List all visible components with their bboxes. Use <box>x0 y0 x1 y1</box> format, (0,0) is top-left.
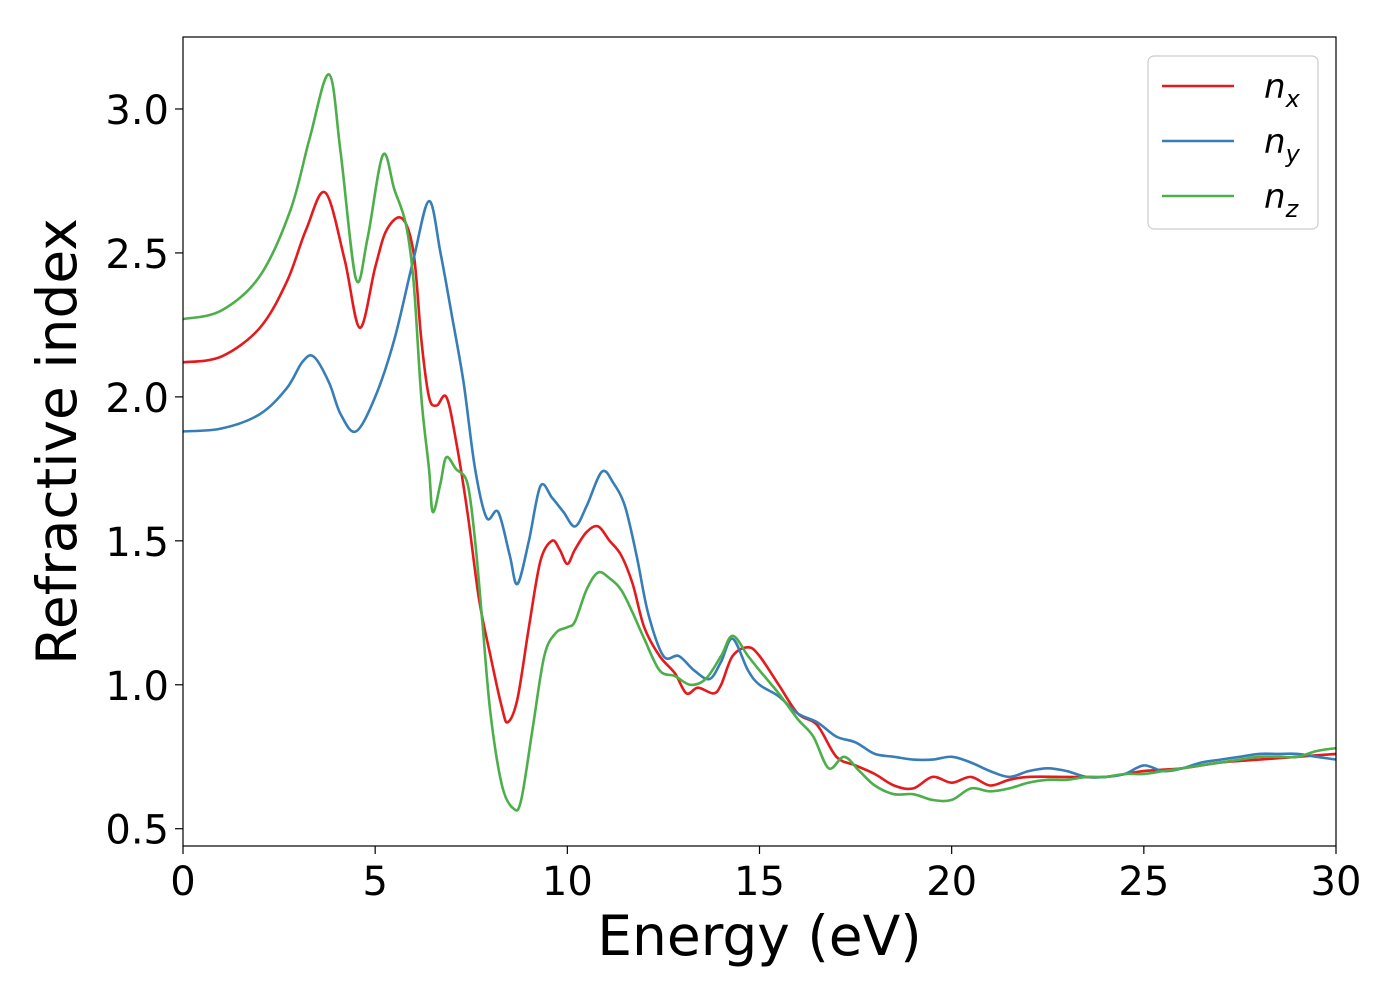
y-tick-label: 0.5 <box>105 808 169 854</box>
legend-label-n-y: ny <box>1264 122 1301 168</box>
y-tick-label: 1.5 <box>105 520 169 566</box>
legend-box <box>1147 55 1319 230</box>
x-tick-label: 30 <box>1311 859 1362 905</box>
x-tick-label: 5 <box>362 859 387 905</box>
legend-label-base: n <box>1264 67 1286 107</box>
y-axis-label: Refractive index <box>25 218 89 665</box>
x-tick-label: 25 <box>1118 859 1169 905</box>
y-tick-label: 1.0 <box>105 664 169 710</box>
series-layer <box>183 73 1336 812</box>
y-tick-label: 2.5 <box>105 232 169 278</box>
x-axis-label: Energy (eV) <box>597 904 921 968</box>
legend-label-base: n <box>1264 122 1286 162</box>
legend-label-subscript: x <box>1285 85 1301 113</box>
series-line-n-x <box>183 190 1336 791</box>
legend-label-subscript: z <box>1285 195 1300 223</box>
y-tick-label: 2.0 <box>105 376 169 422</box>
legend-label-subscript: y <box>1285 140 1301 168</box>
series-line-n-z <box>183 73 1336 812</box>
x-axis: 0 5 10 15 20 25 30 <box>170 846 1361 905</box>
x-tick-label: 10 <box>542 859 593 905</box>
x-tick-label: 0 <box>170 859 195 905</box>
legend-label-n-z: nz <box>1264 177 1300 223</box>
legend-label-n-x: nx <box>1264 67 1301 113</box>
x-tick-label: 20 <box>926 859 977 905</box>
legend-label-base: n <box>1264 177 1286 217</box>
y-tick-label: 3.0 <box>105 88 169 134</box>
x-tick-label: 15 <box>734 859 785 905</box>
y-axis: 0.5 1.0 1.5 2.0 2.5 3.0 <box>105 88 183 854</box>
